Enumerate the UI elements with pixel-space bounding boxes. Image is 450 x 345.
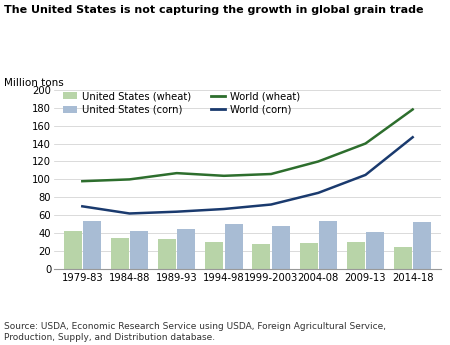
Bar <box>177 229 195 269</box>
Bar <box>347 242 365 269</box>
Bar <box>225 224 243 269</box>
Bar <box>158 239 176 269</box>
Bar <box>83 221 101 269</box>
Bar <box>366 232 384 269</box>
Text: Million tons: Million tons <box>4 78 64 88</box>
Bar <box>319 221 337 269</box>
Bar <box>130 230 148 269</box>
Bar <box>414 221 432 269</box>
Bar <box>64 231 81 269</box>
Legend: United States (wheat), United States (corn), World (wheat), World (corn): United States (wheat), United States (co… <box>63 91 300 115</box>
Bar <box>300 243 318 269</box>
Bar <box>394 247 412 269</box>
Bar <box>272 226 290 269</box>
Bar <box>111 238 129 269</box>
Text: The United States is not capturing the growth in global grain trade: The United States is not capturing the g… <box>4 5 424 15</box>
Bar <box>205 242 223 269</box>
Text: Source: USDA, Economic Research Service using USDA, Foreign Agricultural Service: Source: USDA, Economic Research Service … <box>4 322 387 342</box>
Bar <box>252 244 270 269</box>
